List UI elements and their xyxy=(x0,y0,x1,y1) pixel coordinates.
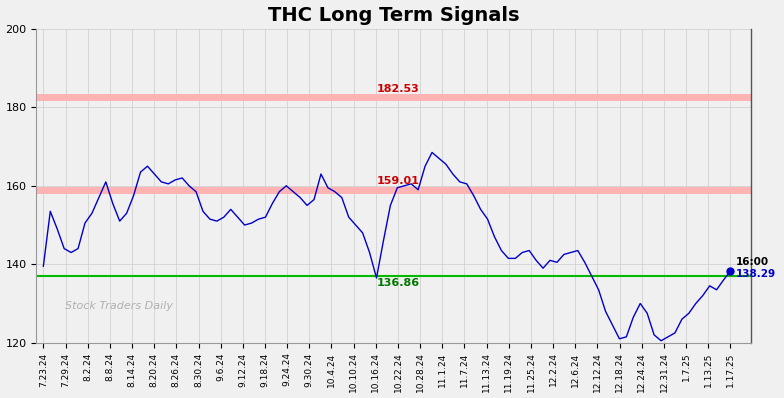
Text: 16:00: 16:00 xyxy=(736,257,769,267)
Text: 182.53: 182.53 xyxy=(376,84,419,94)
Text: 138.29: 138.29 xyxy=(736,269,776,279)
Text: 159.01: 159.01 xyxy=(376,176,419,186)
Text: Stock Traders Daily: Stock Traders Daily xyxy=(65,301,173,311)
Title: THC Long Term Signals: THC Long Term Signals xyxy=(268,6,520,25)
Text: 136.86: 136.86 xyxy=(376,278,419,288)
